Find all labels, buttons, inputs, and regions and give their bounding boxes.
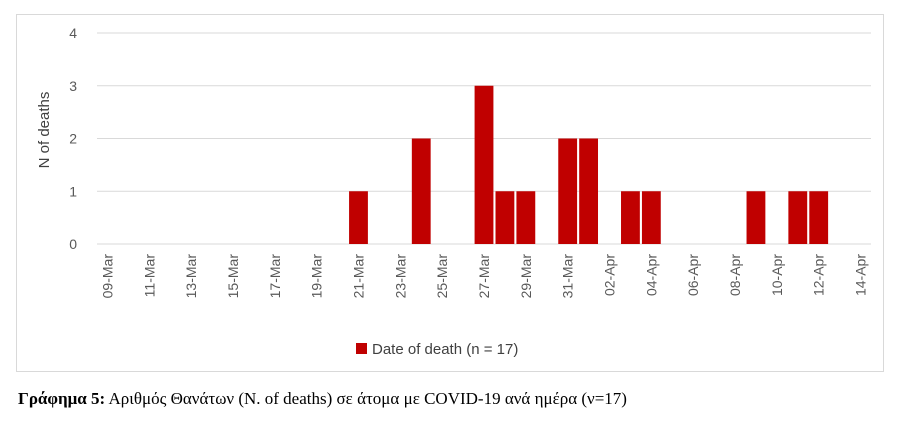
caption-label: Γράφημα 5: [18, 389, 106, 408]
chart-frame: 0 1 2 3 4 N of deaths 09-Mar 11-Mar 13-Mar 15-M… [16, 14, 884, 372]
x-tick-label: 15-Mar [225, 254, 241, 299]
figure-caption: Γράφημα 5: Αριθμός Θανάτων (N. of deaths… [18, 389, 627, 409]
y-tick-label: 4 [69, 25, 77, 41]
bar-03-Apr [621, 191, 640, 244]
bar-31-Mar [558, 138, 578, 244]
legend-label: Date of death (n = 17) [372, 341, 518, 358]
x-tick-label: 25-Mar [434, 254, 450, 299]
x-tick-label: 13-Mar [183, 254, 199, 299]
x-tick-label: 29-Mar [518, 254, 534, 299]
x-tick-label: 06-Apr [685, 254, 701, 296]
bar-24-Mar [411, 138, 431, 244]
y-tick-label: 3 [69, 78, 77, 94]
x-tick-label: 11-Mar [141, 254, 157, 298]
legend: Date of death (n = 17) [356, 341, 518, 358]
x-tick-label: 27-Mar [476, 254, 492, 299]
x-tick-label: 08-Apr [727, 254, 743, 296]
y-tick-label: 2 [69, 131, 77, 147]
y-axis-ticks: 0 1 2 3 4 [69, 25, 77, 252]
x-tick-label: 09-Mar [99, 254, 115, 299]
bar-29-Mar [516, 191, 536, 244]
x-axis-ticks: 09-Mar 11-Mar 13-Mar 15-Mar 17-Mar 19-Mar 21-M… [99, 254, 868, 299]
x-tick-label: 12-Apr [811, 254, 827, 296]
x-tick-label: 21-Mar [350, 254, 366, 299]
bar-27-Mar [474, 85, 494, 244]
x-tick-label: 19-Mar [309, 254, 325, 299]
bar-28-Mar [495, 191, 515, 244]
x-tick-label: 04-Apr [643, 254, 659, 296]
y-tick-label: 0 [69, 236, 77, 252]
deaths-bar-chart: 0 1 2 3 4 N of deaths 09-Mar 11-Mar 13-Mar 15-M… [36, 25, 871, 358]
bar-12-Apr [809, 191, 829, 244]
y-tick-label: 1 [69, 183, 77, 199]
y-axis-label: N of deaths [36, 92, 53, 169]
caption-text: Αριθμός Θανάτων (N. of deaths) σε άτομα … [105, 389, 627, 408]
bar-09-Apr [746, 191, 766, 244]
bars [349, 85, 829, 244]
x-tick-label: 17-Mar [267, 254, 283, 299]
bar-21-Mar [349, 191, 368, 244]
x-tick-label: 31-Mar [560, 254, 576, 299]
x-tick-label: 23-Mar [392, 254, 408, 299]
bar-11-Apr [788, 191, 808, 244]
bar-01-Apr [579, 138, 599, 244]
x-tick-label: 14-Apr [853, 254, 869, 296]
legend-swatch [356, 343, 367, 354]
x-tick-label: 10-Apr [769, 254, 785, 296]
bar-04-Apr [641, 191, 661, 244]
x-tick-label: 02-Apr [602, 254, 618, 296]
